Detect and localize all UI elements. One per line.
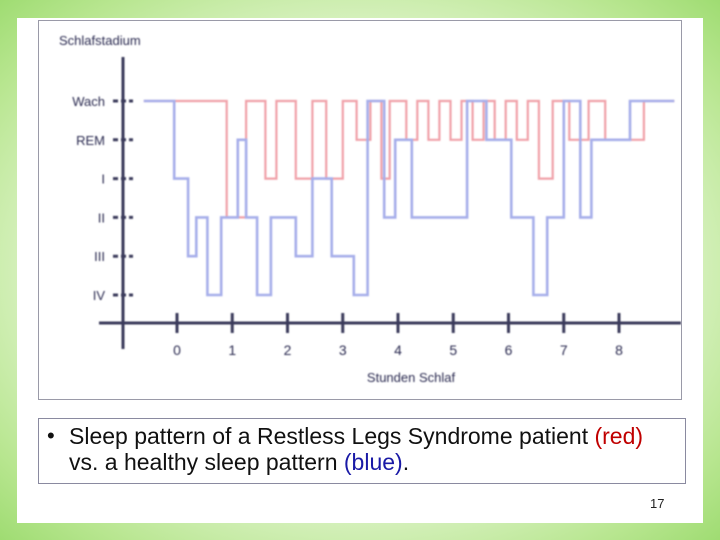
page-number: 17 <box>650 496 665 511</box>
chart-title: Schlafstadium <box>59 33 141 48</box>
y-tick-label-iii: III <box>94 249 105 264</box>
x-axis-label: Stunden Schlaf <box>367 370 456 385</box>
caption-red-label: (red) <box>594 423 644 449</box>
caption-prefix: Sleep pattern of a Restless Legs Syndrom… <box>69 423 595 449</box>
series-line-2 <box>143 99 675 297</box>
caption-middle: vs. a healthy sleep pattern <box>69 449 344 475</box>
x-tick-label-8: 8 <box>615 342 623 358</box>
sleep-stage-chart: Schlafstadium Wach REM I II III IV 0 1 2 3 4 5 6 7 8 S… <box>38 20 682 400</box>
x-tick-label-2: 2 <box>284 342 292 358</box>
y-tick-label-wach: Wach <box>72 94 105 109</box>
caption-text: Sleep pattern of a Restless Legs Syndrom… <box>69 423 669 475</box>
y-tick-label-rem: REM <box>76 133 105 148</box>
x-tick-label-5: 5 <box>449 342 457 358</box>
caption-box: • Sleep pattern of a Restless Legs Syndr… <box>38 418 686 484</box>
x-tick-label-0: 0 <box>173 342 181 358</box>
series-line-1 <box>143 99 675 219</box>
x-tick-label-4: 4 <box>394 342 402 358</box>
y-tick-label-i: I <box>101 172 105 187</box>
y-tick-label-iv: IV <box>93 288 106 303</box>
y-tick-label-ii: II <box>98 210 105 225</box>
x-tick-label-1: 1 <box>228 342 236 358</box>
caption-suffix: . <box>402 449 410 475</box>
x-tick-label-6: 6 <box>505 342 513 358</box>
series-layer <box>143 99 675 297</box>
x-tick-label-3: 3 <box>339 342 347 358</box>
x-tick-label-7: 7 <box>560 342 568 358</box>
caption-blue-label: (blue) <box>343 449 403 475</box>
bullet-point: • <box>47 423 55 448</box>
